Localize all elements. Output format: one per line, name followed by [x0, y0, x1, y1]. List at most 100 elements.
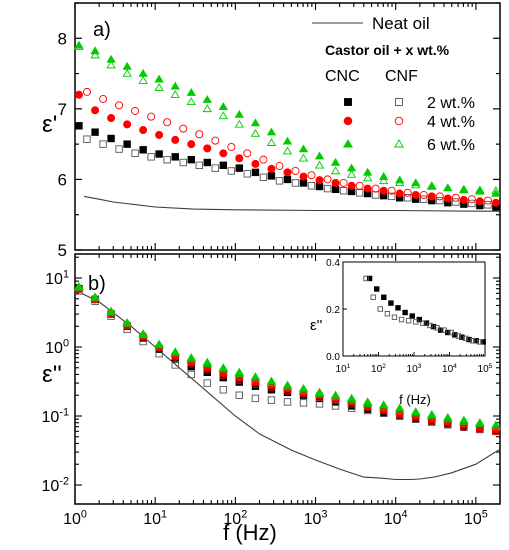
a-point — [451, 193, 460, 202]
b-point — [331, 402, 340, 410]
b-point — [202, 359, 213, 368]
i-point — [434, 325, 440, 331]
i-point — [377, 306, 383, 312]
a-point — [99, 140, 107, 148]
b-point — [218, 364, 229, 373]
a-point — [91, 106, 100, 115]
a-point — [307, 171, 316, 180]
a-point — [339, 178, 348, 187]
a-point — [259, 173, 268, 182]
b-point — [138, 330, 148, 339]
i-point — [374, 286, 380, 292]
a-point — [99, 94, 108, 103]
panel-b-label: b) — [88, 273, 106, 295]
a-point — [107, 134, 115, 143]
panel-a-label: a) — [93, 19, 111, 41]
a-point — [266, 127, 277, 136]
inset-data — [363, 275, 486, 345]
b-point — [122, 318, 132, 327]
b-point — [90, 293, 100, 301]
a-point — [314, 160, 325, 169]
a-point — [211, 164, 219, 172]
b-point — [427, 411, 437, 420]
a-point — [468, 199, 476, 208]
a-point — [202, 104, 213, 113]
i-point — [469, 338, 476, 344]
panel-a-legend: Neat oil Castor oil + x wt.% CNC CNF 2 w… — [312, 14, 475, 154]
a-point — [203, 144, 212, 153]
b-point — [171, 361, 179, 369]
a-point — [323, 184, 332, 193]
legend-marker-cnf — [394, 139, 404, 148]
b-point — [298, 385, 309, 394]
i-point — [402, 309, 408, 316]
a-point — [131, 106, 140, 115]
b-point — [395, 405, 405, 414]
i-xtick-label: 101 — [336, 363, 351, 375]
a-point — [147, 112, 156, 121]
a-point — [139, 146, 147, 154]
a-point — [203, 158, 212, 167]
b-point — [459, 417, 469, 425]
a-point — [443, 194, 452, 203]
i-point — [466, 336, 472, 343]
a-point — [243, 149, 252, 158]
a-point — [347, 181, 356, 190]
a-point — [154, 83, 164, 91]
a-point — [139, 126, 148, 135]
b-point — [74, 282, 84, 291]
a-point — [282, 136, 293, 145]
a-point — [90, 46, 100, 55]
i-point — [398, 316, 405, 323]
i-point — [476, 339, 483, 345]
a-point — [403, 188, 412, 197]
a-point — [83, 135, 91, 143]
a-point — [154, 74, 164, 83]
a-point — [435, 192, 444, 201]
i-point — [441, 327, 447, 333]
a-point — [123, 140, 131, 148]
b-point — [266, 378, 277, 387]
a-point — [362, 173, 373, 182]
a-point — [363, 184, 372, 193]
a-point — [298, 153, 309, 162]
b-point — [187, 370, 195, 379]
i-point — [391, 314, 398, 320]
a-point — [484, 201, 492, 209]
a-point — [467, 195, 476, 204]
a-point — [202, 95, 213, 103]
a-point — [115, 101, 124, 110]
i-point — [395, 305, 401, 311]
b-ytick-label: 10-1 — [42, 406, 69, 426]
b-point — [283, 398, 292, 406]
a-point — [267, 172, 276, 180]
a-point — [211, 136, 220, 145]
panel-a-ylabel: ε' — [42, 111, 57, 138]
i-point — [480, 339, 486, 345]
i-ytick-label: 0.0 — [326, 352, 340, 363]
panel-a: 5 6 7 8 a) ε' Neat oil Castor oil + x wt.% … — [42, 2, 501, 260]
a-point — [387, 192, 396, 201]
a-point — [378, 176, 389, 185]
b-point — [267, 396, 276, 404]
a-point — [459, 184, 469, 193]
a-point — [266, 138, 277, 146]
a-point — [138, 68, 148, 77]
a-point — [251, 168, 260, 177]
legend-row-4: 4 wt.% — [427, 114, 475, 131]
legend-marker-cnc — [344, 98, 352, 106]
i-point — [381, 294, 387, 300]
a-point — [123, 120, 132, 129]
b-point — [203, 379, 212, 387]
b-point — [378, 402, 389, 411]
a-point — [331, 185, 340, 194]
i-point — [363, 275, 369, 282]
a-ytick-label: 8 — [58, 29, 67, 48]
a-point — [323, 175, 332, 184]
b-xtick-label: 105 — [464, 508, 488, 528]
a-point — [179, 158, 187, 167]
a-point — [218, 111, 229, 120]
a-point — [411, 178, 421, 187]
a-point — [163, 155, 171, 164]
